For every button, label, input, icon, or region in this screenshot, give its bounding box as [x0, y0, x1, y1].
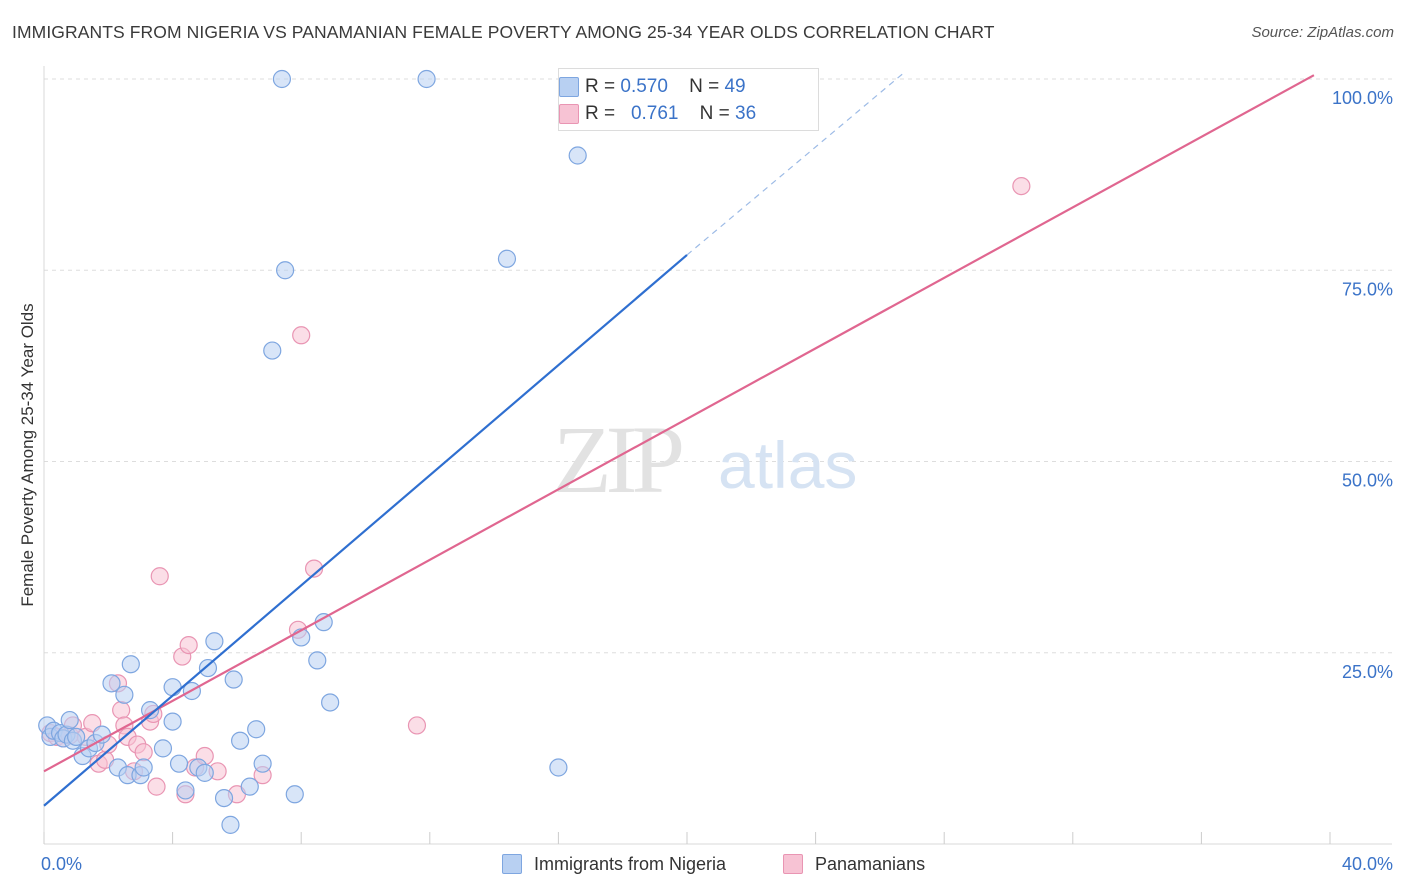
- data-point-nigeria: [153, 739, 173, 758]
- legend-item-nigeria: Immigrants from Nigeria: [502, 851, 726, 877]
- data-point-nigeria: [198, 658, 218, 678]
- legend-row-nigeria: R = 0.570 N = 49: [559, 75, 746, 99]
- legend-r-value: 0.761: [630, 103, 679, 124]
- trend-line-nigeria: [43, 254, 688, 807]
- data-point-nigeria: [102, 674, 121, 693]
- legend-r-value: 0.570: [620, 76, 668, 97]
- data-point-panamanians: [407, 716, 427, 735]
- legend-label-nigeria: Immigrants from Nigeria: [534, 853, 727, 874]
- data-point-panamanians: [304, 559, 324, 578]
- x-tick-label: 0.0%: [41, 854, 82, 874]
- data-point-nigeria: [417, 69, 436, 89]
- axes: [43, 66, 1392, 845]
- data-point-nigeria: [121, 655, 140, 674]
- data-point-nigeria: [549, 758, 568, 777]
- x-tick-label: 40.0%: [1342, 854, 1393, 874]
- legend-n-label: N =: [689, 76, 720, 97]
- correlation-legend: R = 0.570 N = 49 R = 0.761 N = 36: [558, 68, 819, 131]
- y-tick-label: 50.0%: [1342, 471, 1393, 491]
- data-point-nigeria: [263, 341, 282, 360]
- data-point-nigeria: [308, 651, 327, 670]
- data-point-nigeria: [276, 261, 295, 280]
- data-point-panamanians: [112, 701, 131, 720]
- legend-n-value: 49: [724, 76, 746, 97]
- legend-r-label: R =: [585, 76, 616, 97]
- data-point-nigeria: [568, 146, 587, 165]
- nigeria-points: [38, 69, 587, 834]
- data-point-nigeria: [163, 678, 182, 697]
- legend-swatch-pink: [559, 104, 579, 124]
- data-point-nigeria: [195, 763, 214, 782]
- legend-swatch-blue: [559, 77, 579, 97]
- data-point-nigeria: [224, 670, 243, 689]
- legend-n-label: N =: [699, 103, 730, 124]
- data-point-panamanians: [150, 567, 169, 586]
- legend-row-panamanians: R = 0.761 N = 36: [559, 102, 757, 126]
- data-point-panamanians: [1012, 177, 1031, 196]
- data-point-nigeria: [67, 727, 86, 747]
- trend-lines: [43, 70, 1315, 807]
- data-point-nigeria: [321, 693, 340, 712]
- legend-r-label: R =: [585, 103, 616, 124]
- data-point-nigeria: [497, 249, 517, 268]
- data-point-nigeria: [221, 815, 240, 834]
- panamanians-points: [41, 177, 1031, 804]
- legend-n-value: 36: [735, 103, 757, 124]
- data-point-nigeria: [247, 720, 266, 739]
- chart-title: IMMIGRANTS FROM NIGERIA VS PANAMANIAN FE…: [12, 22, 995, 42]
- y-tick-label: 75.0%: [1342, 279, 1393, 299]
- watermark-atlas: atlas: [718, 428, 857, 502]
- data-point-nigeria: [115, 685, 134, 704]
- data-point-panamanians: [292, 326, 311, 345]
- data-point-nigeria: [272, 69, 292, 89]
- data-point-nigeria: [240, 777, 259, 796]
- legend-swatch-blue: [502, 854, 522, 874]
- data-point-nigeria: [163, 712, 182, 731]
- data-point-nigeria: [60, 710, 79, 730]
- legend-swatch-pink: [783, 854, 803, 874]
- legend-label-panamanians: Panamanians: [815, 853, 926, 874]
- data-point-nigeria: [205, 632, 224, 651]
- data-point-panamanians: [147, 777, 166, 796]
- trend-line-nigeria-extension: [686, 70, 907, 256]
- tick-labels: 25.0% 50.0% 75.0% 100.0% 0.0% 40.0%: [41, 88, 1393, 874]
- data-point-nigeria: [176, 781, 195, 800]
- y-tick-label: 100.0%: [1332, 88, 1393, 108]
- data-point-nigeria: [253, 754, 272, 773]
- y-tick-label: 25.0%: [1342, 662, 1393, 682]
- data-point-panamanians: [134, 743, 153, 762]
- legend-item-panamanians: Panamanians: [783, 851, 925, 877]
- data-point-nigeria: [214, 788, 234, 808]
- data-point-nigeria: [169, 754, 189, 773]
- data-point-nigeria: [285, 785, 304, 804]
- watermark-zip: ZIP: [553, 406, 682, 513]
- data-point-nigeria: [231, 731, 250, 750]
- data-point-nigeria: [134, 758, 153, 777]
- gridlines: [44, 78, 1392, 654]
- trend-line-panamanians: [43, 74, 1315, 773]
- data-point-panamanians: [179, 635, 198, 655]
- watermark: ZIP atlas: [553, 406, 857, 513]
- source-credit: Source: ZipAtlas.com: [1251, 24, 1394, 41]
